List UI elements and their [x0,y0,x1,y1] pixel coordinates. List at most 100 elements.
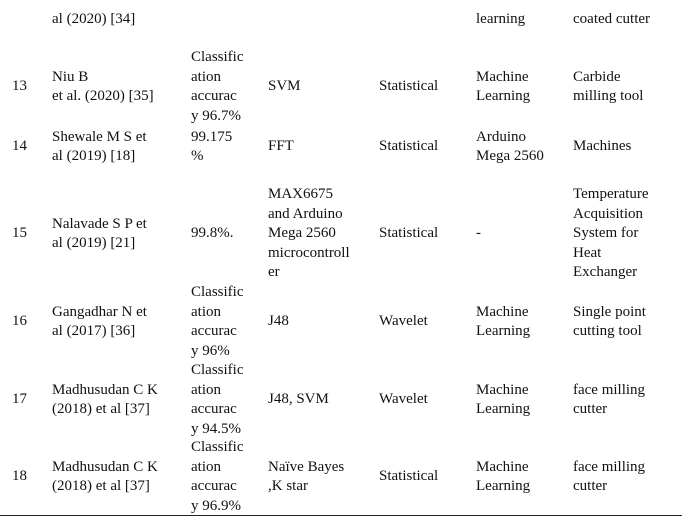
application-cell: face milling cutter [573,458,645,497]
accuracy-cell: 99.8%. [191,224,234,244]
accuracy-cell-line: % [191,148,204,164]
accuracy-cell-line: ation [191,381,221,398]
row-number: 18 [12,467,27,487]
application-cell-line: Single point [573,303,646,320]
classifier-cell-line: - [476,225,481,242]
row-number-line: 17 [12,391,27,408]
method-cell-line: ,K star [268,478,308,494]
feature-cell-line: Wavelet [379,313,428,330]
feature-cell: Wavelet [379,390,428,410]
application-cell: face milling cutter [573,381,645,420]
application-cell: Temperature Acquisition System for Heat Exch… [573,185,649,283]
accuracy-cell: Classific ation accurac y 94.5% [191,361,244,439]
method-cell: MAX6675 and Arduino Mega 2560 microcontroll… [268,185,350,283]
method-cell: SVM [268,77,301,97]
author-cell: Niu B et al. (2020) [35] [52,68,154,107]
row-number-line: 13 [12,78,27,95]
application-cell-line: System for [573,225,639,242]
accuracy-cell-line: 99.8%. [191,225,234,242]
classifier-cell-line: Machine [476,68,529,85]
application-cell-line: Temperature [573,186,649,203]
method-cell-line: J48 [268,313,289,330]
classifier-cell: Machine Learning [476,68,530,107]
accuracy-cell-line: Classific [191,439,244,455]
method-cell-line: er [268,264,280,281]
classifier-cell-line: Mega 2560 [476,148,544,164]
accuracy-cell-line: 99.175 [191,128,233,145]
method-cell-line: J48, SVM [268,391,329,408]
application-cell-line: face milling [573,458,646,475]
application-cell-line: cutter [573,478,608,494]
application-cell: Carbide milling tool [573,68,643,107]
row-number: 14 [12,137,27,157]
method-cell-line: SVM [268,78,301,95]
application-cell-line: Exchanger [573,264,638,281]
author-cell-line: al (2017) [36] [52,323,136,339]
application-cell-line: cutting tool [573,323,642,339]
row-number: 15 [12,224,27,244]
method-cell-line: and Arduino [268,205,343,222]
author-cell-line: al (2020) [34] [52,11,136,28]
method-cell-line: FFT [268,138,294,155]
row-number-line: 18 [12,468,27,485]
row-number: 13 [12,77,27,97]
method-cell: Naïve Bayes ,K star [268,458,344,497]
classifier-cell: Machine Learning [476,303,530,342]
method-cell: FFT [268,137,294,157]
classifier-cell-line: learning [476,11,526,28]
classifier-cell: Machine Learning [476,458,530,497]
author-cell: Madhusudan C K (2018) et al [37] [52,381,158,420]
feature-cell: Statistical [379,224,438,244]
classifier-cell-line: Learning [476,478,531,494]
accuracy-cell-line: Classific [191,49,244,65]
feature-cell: Wavelet [379,312,428,332]
accuracy-cell: Classific ation accurac y 96% [191,283,244,361]
row-number: 16 [12,312,27,332]
classifier-cell-line: Machine [476,458,529,475]
accuracy-cell-line: ation [191,458,221,475]
feature-cell-line: Wavelet [379,391,428,408]
method-cell: J48, SVM [268,390,329,410]
application-cell-line: Heat [573,244,602,261]
accuracy-cell-line: y 96.7% [191,107,241,124]
author-cell-line: Shewale M S et [52,128,147,145]
accuracy-cell-line: accurac [191,478,237,494]
classifier-cell: learning [476,10,525,30]
application-cell-line: cutter [573,401,608,417]
accuracy-cell-line: accurac [191,323,237,339]
application-cell-line: Machines [573,138,632,155]
author-cell-line: (2018) et al [37] [52,478,150,494]
application-cell: Machines [573,137,631,157]
author-cell: Madhusudan C K (2018) et al [37] [52,458,158,497]
author-cell-line: al (2019) [18] [52,148,136,164]
accuracy-cell-line: accurac [191,401,237,417]
classifier-cell-line: Arduino [476,128,526,145]
author-cell-line: (2018) et al [37] [52,401,150,417]
author-cell-line: et al. (2020) [35] [52,88,154,104]
feature-cell-line: Statistical [379,138,439,155]
application-cell-line: Acquisition [573,205,643,222]
row-number-line: 16 [12,313,27,330]
table-bottom-rule [0,515,682,516]
classifier-cell: Arduino Mega 2560 [476,128,544,167]
accuracy-cell: Classific ation accurac y 96.9% [191,438,244,516]
accuracy-cell: Classific ation accurac y 96.7% [191,48,244,126]
classifier-cell-line: Learning [476,401,531,417]
application-cell-line: face milling [573,381,646,398]
classifier-cell-line: Machine [476,381,529,398]
classifier-cell: - [476,224,481,244]
classifier-cell-line: Learning [476,323,531,339]
feature-cell-line: Statistical [379,225,439,242]
accuracy-cell-line: Classific [191,362,244,378]
author-cell-line: Gangadhar N et [52,303,147,320]
method-cell: J48 [268,312,289,332]
accuracy-cell: 99.175% [191,128,232,167]
author-cell-line: Madhusudan C K [52,458,158,475]
feature-cell: Statistical [379,137,438,157]
classifier-cell-line: Learning [476,88,531,104]
accuracy-cell-line: ation [191,68,221,85]
feature-cell-line: Statistical [379,78,439,95]
accuracy-cell-line: accurac [191,88,237,104]
author-cell: al (2020) [34] [52,10,135,30]
row-number: 17 [12,390,27,410]
